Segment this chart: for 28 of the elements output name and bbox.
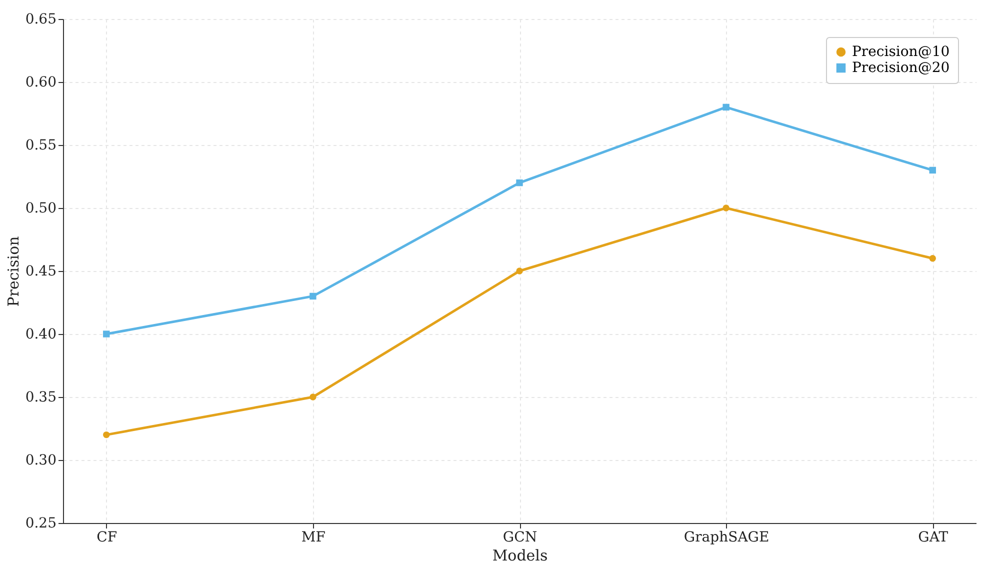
y-tick-label: 0.35 [25,390,56,406]
legend-label: Precision@20 [852,60,950,76]
y-tick-label: 0.60 [25,74,56,90]
point [722,204,730,212]
legend-label: Precision@10 [852,44,950,60]
point [929,166,936,174]
y-tick-label: 0.40 [25,326,56,342]
x-tick-label: GAT [918,530,949,546]
point [310,394,316,400]
point [516,268,523,274]
y-tick-label: 0.45 [25,264,56,280]
x-tick-label: GraphSAGE [684,530,770,546]
point [103,431,110,438]
point [103,330,110,338]
point [310,292,316,300]
point [516,179,523,186]
y-tick-label: 0.30 [25,452,56,468]
x-axis-title: Models [492,546,548,564]
y-tick-label: 0.25 [25,516,56,532]
point [722,104,730,111]
y-tick-label: 0.50 [25,200,56,216]
x-tick-label: CF [96,530,118,546]
y-tick-label: 0.65 [25,12,56,28]
y-tick-label: 0.55 [25,138,56,154]
y-axis-title: Precision [4,236,22,307]
x-tick-label: GCN [502,530,538,546]
x-tick-label: MF [301,530,326,546]
point [929,255,936,262]
